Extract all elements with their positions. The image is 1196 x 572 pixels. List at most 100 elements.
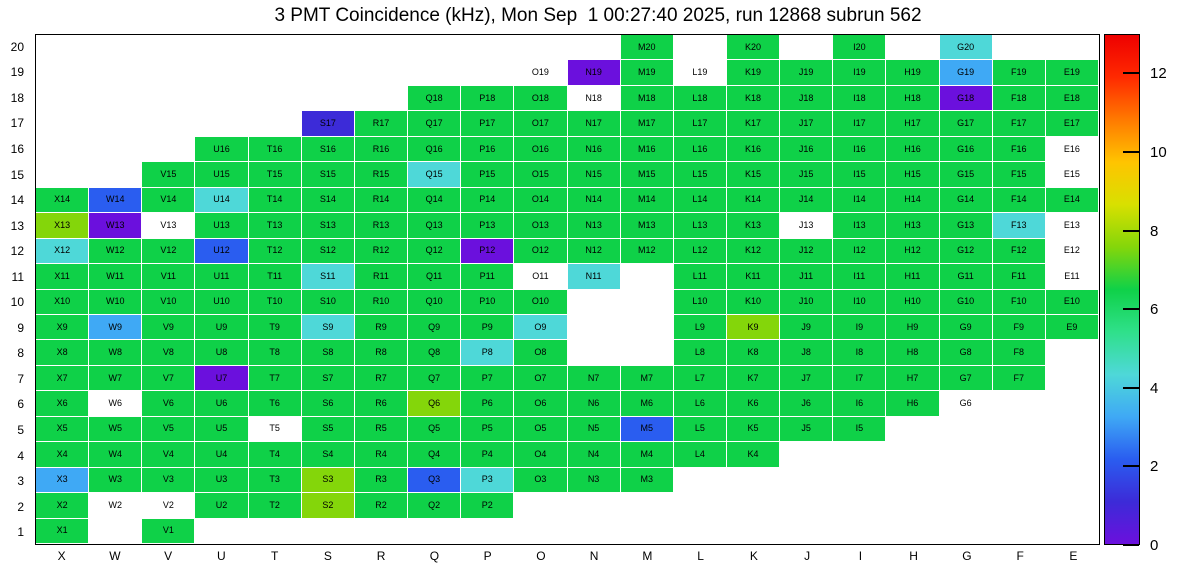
y-axis-label-5: 5 <box>17 422 24 437</box>
heatmap-cell-K16: K16 <box>726 136 781 163</box>
heatmap-cell-I8: I8 <box>833 340 887 366</box>
heatmap-cell-F8: F8 <box>992 340 1046 366</box>
heatmap-cell-W14: W14 <box>89 187 143 214</box>
heatmap-cell-F15: F15 <box>992 162 1046 188</box>
heatmap-cell-L14: L14 <box>673 187 727 214</box>
heatmap-cell-G17: G17 <box>939 111 993 137</box>
heatmap-cell-empty <box>886 518 940 544</box>
heatmap-cell-J5: J5 <box>780 416 834 443</box>
heatmap-cell-N19: N19 <box>567 60 621 86</box>
heatmap-cell-H14: H14 <box>886 187 940 214</box>
heatmap-cell-U6: U6 <box>195 391 249 417</box>
heatmap-cell-empty <box>461 518 515 544</box>
heatmap-cell-empty <box>248 60 302 86</box>
heatmap-cell-V12: V12 <box>142 238 196 265</box>
heatmap-cell-W11: W11 <box>89 264 143 290</box>
heatmap-cell-N5: N5 <box>567 416 621 443</box>
heatmap-cell-empty <box>673 518 727 544</box>
heatmap-cell-P17: P17 <box>461 111 515 137</box>
heatmap-cell-empty <box>567 314 621 341</box>
heatmap-cell-empty <box>1045 35 1099 61</box>
heatmap-cell-R12: R12 <box>354 238 409 265</box>
heatmap-cell-empty <box>833 493 887 519</box>
heatmap-cell-J19: J19 <box>780 60 834 86</box>
heatmap-cell-M12: M12 <box>620 238 674 265</box>
heatmap-cell-F13: F13 <box>992 213 1046 239</box>
heatmap-cell-X5: X5 <box>36 416 90 443</box>
heatmap-cell-L5: L5 <box>673 416 727 443</box>
heatmap-cell-X8: X8 <box>36 340 90 366</box>
colorbar-tick <box>1123 465 1139 468</box>
heatmap-cell-R11: R11 <box>354 264 409 290</box>
heatmap-cell-empty <box>142 35 196 61</box>
heatmap-cell-J7: J7 <box>780 365 834 392</box>
heatmap-cell-S17: S17 <box>301 111 355 137</box>
heatmap-cell-J10: J10 <box>780 289 834 315</box>
heatmap-cell-empty <box>195 35 249 61</box>
heatmap-cell-T9: T9 <box>248 314 302 341</box>
heatmap-cell-I19: I19 <box>833 60 887 86</box>
heatmap-cell-R13: R13 <box>354 213 409 239</box>
heatmap-cell-O9: O9 <box>514 314 568 341</box>
heatmap-cell-U9: U9 <box>195 314 249 341</box>
heatmap-cell-empty <box>620 264 674 290</box>
heatmap-cell-U16: U16 <box>195 136 249 163</box>
heatmap-cell-H12: H12 <box>886 238 940 265</box>
heatmap-cell-T3: T3 <box>248 467 302 494</box>
heatmap-cell-R3: R3 <box>354 467 409 494</box>
heatmap-cell-N12: N12 <box>567 238 621 265</box>
heatmap-cell-N7: N7 <box>567 365 621 392</box>
heatmap-cell-empty <box>354 518 409 544</box>
heatmap-cell-empty <box>36 136 90 163</box>
colorbar-tick <box>1123 308 1139 311</box>
heatmap-cell-empty <box>301 518 355 544</box>
heatmap-cell-J14: J14 <box>780 187 834 214</box>
heatmap-cell-empty <box>248 35 302 61</box>
heatmap-cell-G8: G8 <box>939 340 993 366</box>
heatmap-cell-empty <box>673 35 727 61</box>
heatmap-cell-empty <box>36 60 90 86</box>
heatmap-cell-P4: P4 <box>461 442 515 468</box>
heatmap-cell-empty <box>939 416 993 443</box>
heatmap-cell-N15: N15 <box>567 162 621 188</box>
heatmap-cell-X11: X11 <box>36 264 90 290</box>
heatmap-cell-O6: O6 <box>514 391 568 417</box>
heatmap-cell-M20: M20 <box>620 35 674 61</box>
heatmap-cell-H11: H11 <box>886 264 940 290</box>
heatmap-cell-R8: R8 <box>354 340 409 366</box>
colorbar <box>1104 34 1140 545</box>
x-axis-label-K: K <box>749 549 758 563</box>
heatmap-cell-H9: H9 <box>886 314 940 341</box>
colorbar-tick <box>1123 229 1139 232</box>
heatmap-cell-M5: M5 <box>620 416 674 443</box>
heatmap-cell-L6: L6 <box>673 391 727 417</box>
heatmap-cell-P16: P16 <box>461 136 515 163</box>
heatmap-cell-empty <box>89 136 143 163</box>
heatmap-cell-V4: V4 <box>142 442 196 468</box>
heatmap-cell-G6: G6 <box>939 391 993 417</box>
heatmap-cell-I12: I12 <box>833 238 887 265</box>
heatmap-cell-V10: V10 <box>142 289 196 315</box>
x-axis-label-O: O <box>536 549 546 563</box>
heatmap-cell-empty <box>514 35 568 61</box>
heatmap-cell-M7: M7 <box>620 365 674 392</box>
heatmap-cell-O12: O12 <box>514 238 568 265</box>
heatmap-cell-empty <box>514 518 568 544</box>
heatmap-cell-N4: N4 <box>567 442 621 468</box>
heatmap-cell-W7: W7 <box>89 365 143 392</box>
y-axis-label-16: 16 <box>10 141 24 156</box>
heatmap-cell-V3: V3 <box>142 467 196 494</box>
heatmap-cell-S9: S9 <box>301 314 355 341</box>
heatmap-cell-U5: U5 <box>195 416 249 443</box>
heatmap-cell-Q3: Q3 <box>408 467 462 494</box>
heatmap-cell-empty <box>620 340 674 366</box>
heatmap-cell-I9: I9 <box>833 314 887 341</box>
y-axis-label-15: 15 <box>10 167 24 182</box>
heatmap-cell-I14: I14 <box>833 187 887 214</box>
heatmap-cell-empty <box>1045 467 1099 494</box>
heatmap-cell-P11: P11 <box>461 264 515 290</box>
heatmap-cell-empty <box>461 60 515 86</box>
heatmap-cell-V14: V14 <box>142 187 196 214</box>
heatmap-cell-F17: F17 <box>992 111 1046 137</box>
heatmap-cell-W4: W4 <box>89 442 143 468</box>
